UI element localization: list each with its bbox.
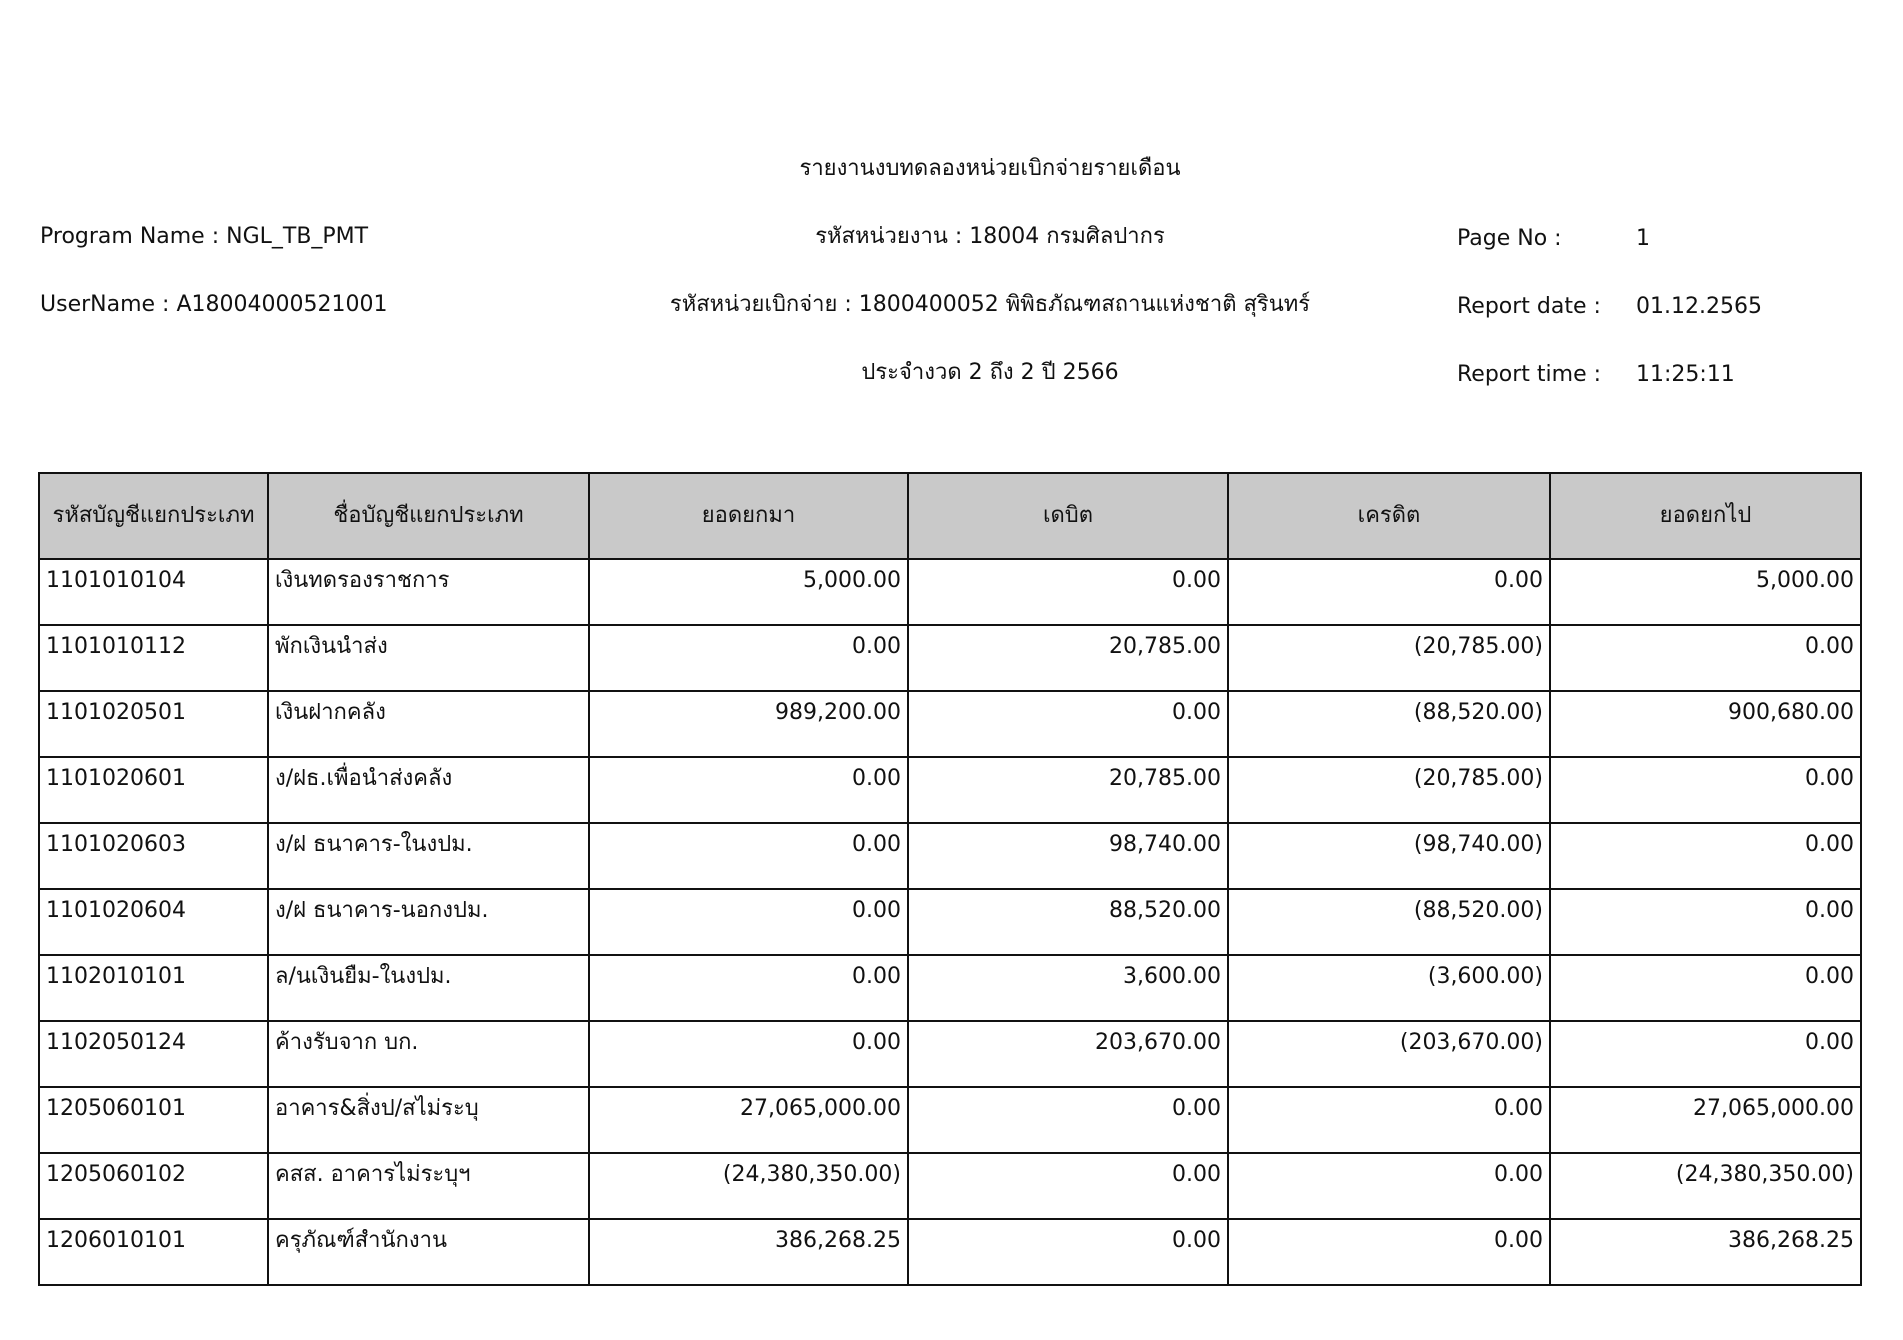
cell-brought-forward: 0.00 xyxy=(588,1020,909,1088)
cell-credit: 0.00 xyxy=(1227,1086,1551,1154)
period: ประจำงวด 2 ถึง 2 ปี 2566 xyxy=(861,360,1119,385)
report-date-label: Report date : xyxy=(1457,294,1601,319)
cell-carried-forward: 0.00 xyxy=(1549,1020,1862,1088)
cell-debit: 20,785.00 xyxy=(907,624,1229,692)
table-row: 1101020604 ง/ฝ ธนาคาร-นอกงปม. 0.00 88,520.0… xyxy=(38,888,1862,956)
cell-credit: (88,520.00) xyxy=(1227,690,1551,758)
cell-carried-forward: 0.00 xyxy=(1549,822,1862,890)
table-row: 1101020603 ง/ฝ ธนาคาร-ในงปม. 0.00 98,740.00… xyxy=(38,822,1862,890)
cell-carried-forward: 27,065,000.00 xyxy=(1549,1086,1862,1154)
cell-account-code: 1102050124 xyxy=(38,1020,269,1088)
program-name: Program Name : NGL_TB_PMT xyxy=(40,224,369,249)
cell-account-name: ง/ฝธ.เพื่อนำส่งคลัง xyxy=(267,756,590,824)
col-account-code: รหัสบัญชีแยกประเภท xyxy=(38,472,269,560)
cell-account-code: 1205060102 xyxy=(38,1152,269,1220)
cell-credit: 0.00 xyxy=(1227,558,1551,626)
table-row: 1101020601 ง/ฝธ.เพื่อนำส่งคลัง 0.00 20,785.… xyxy=(38,756,1862,824)
table-row: 1101010112 พักเงินนำส่ง 0.00 20,785.00 (20,7… xyxy=(38,624,1862,692)
col-account-name: ชื่อบัญชีแยกประเภท xyxy=(267,472,590,560)
col-credit: เครดิต xyxy=(1227,472,1551,560)
table-row: 1102050124 ค้างรับจาก บก. 0.00 203,670.00 (2… xyxy=(38,1020,1862,1088)
cell-credit: (203,670.00) xyxy=(1227,1020,1551,1088)
table-row: 1206010101 ครุภัณฑ์สำนักงาน 386,268.25 0.00… xyxy=(38,1218,1862,1286)
table-row: 1101010104 เงินทดรองราชการ 5,000.00 0.00 0.0… xyxy=(38,558,1862,626)
cell-account-name: ค้างรับจาก บก. xyxy=(267,1020,590,1088)
cell-account-code: 1102010101 xyxy=(38,954,269,1022)
cell-brought-forward: 5,000.00 xyxy=(588,558,909,626)
cell-debit: 88,520.00 xyxy=(907,888,1229,956)
cell-account-code: 1206010101 xyxy=(38,1218,269,1286)
cell-brought-forward: 989,200.00 xyxy=(588,690,909,758)
table-row: 1205060101 อาคาร&สิ่งป/สไม่ระบุ 27,065,000… xyxy=(38,1086,1862,1154)
col-carried-forward: ยอดยกไป xyxy=(1549,472,1862,560)
cell-debit: 0.00 xyxy=(907,558,1229,626)
cell-account-name: เงินทดรองราชการ xyxy=(267,558,590,626)
cell-credit: (98,740.00) xyxy=(1227,822,1551,890)
cell-debit: 0.00 xyxy=(907,1218,1229,1286)
cell-account-name: ครุภัณฑ์สำนักงาน xyxy=(267,1218,590,1286)
cell-carried-forward: 0.00 xyxy=(1549,888,1862,956)
cell-brought-forward: 27,065,000.00 xyxy=(588,1086,909,1154)
cell-account-code: 1101020601 xyxy=(38,756,269,824)
cell-account-code: 1205060101 xyxy=(38,1086,269,1154)
page-no-label: Page No : xyxy=(1457,226,1562,251)
table-row: 1102010101 ล/นเงินยืม-ในงปม. 0.00 3,600.00(… xyxy=(38,954,1862,1022)
cell-account-name: ง/ฝ ธนาคาร-ในงปม. xyxy=(267,822,590,890)
col-debit: เดบิต xyxy=(907,472,1229,560)
cell-account-name: พักเงินนำส่ง xyxy=(267,624,590,692)
col-brought-forward: ยอดยกมา xyxy=(588,472,909,560)
cell-brought-forward: 0.00 xyxy=(588,624,909,692)
cell-account-code: 1101010112 xyxy=(38,624,269,692)
cell-account-name: คสส. อาคารไม่ระบุฯ xyxy=(267,1152,590,1220)
cell-debit: 3,600.00 xyxy=(907,954,1229,1022)
cell-account-name: เงินฝากคลัง xyxy=(267,690,590,758)
cell-debit: 0.00 xyxy=(907,690,1229,758)
cell-brought-forward: (24,380,350.00) xyxy=(588,1152,909,1220)
cell-carried-forward: 0.00 xyxy=(1549,756,1862,824)
cell-carried-forward: 0.00 xyxy=(1549,954,1862,1022)
cell-credit: (3,600.00) xyxy=(1227,954,1551,1022)
cell-debit: 20,785.00 xyxy=(907,756,1229,824)
report-date: 01.12.2565 xyxy=(1636,294,1762,319)
report-time-label: Report time : xyxy=(1457,362,1602,387)
table-header-row: รหัสบัญชีแยกประเภท ชื่อบัญชีแยกประเภท ยอ… xyxy=(38,472,1862,560)
cell-carried-forward: 0.00 xyxy=(1549,624,1862,692)
agency: รหัสหน่วยงาน : 18004 กรมศิลปากร xyxy=(815,224,1165,249)
cell-brought-forward: 386,268.25 xyxy=(588,1218,909,1286)
report-title: รายงานงบทดลองหน่วยเบิกจ่ายรายเดือน xyxy=(799,156,1181,181)
cell-carried-forward: 386,268.25 xyxy=(1549,1218,1862,1286)
cell-account-code: 1101020604 xyxy=(38,888,269,956)
cell-credit: 0.00 xyxy=(1227,1152,1551,1220)
cell-brought-forward: 0.00 xyxy=(588,954,909,1022)
report-time: 11:25:11 xyxy=(1636,362,1735,387)
cell-account-code: 1101020501 xyxy=(38,690,269,758)
table-row: 1101020501 เงินฝากคลัง 989,200.00 0.00 (88,5… xyxy=(38,690,1862,758)
cell-carried-forward: 900,680.00 xyxy=(1549,690,1862,758)
cell-debit: 203,670.00 xyxy=(907,1020,1229,1088)
cell-brought-forward: 0.00 xyxy=(588,888,909,956)
cell-debit: 98,740.00 xyxy=(907,822,1229,890)
cell-account-name: ล/นเงินยืม-ในงปม. xyxy=(267,954,590,1022)
table-row: 1205060102 คสส. อาคารไม่ระบุฯ (24,380,350.… xyxy=(38,1152,1862,1220)
cell-account-name: อาคาร&สิ่งป/สไม่ระบุ xyxy=(267,1086,590,1154)
trial-balance-table: รหัสบัญชีแยกประเภท ชื่อบัญชีแยกประเภท ยอ… xyxy=(38,472,1862,1286)
cell-brought-forward: 0.00 xyxy=(588,756,909,824)
disbursement-unit: รหัสหน่วยเบิกจ่าย : 1800400052 พิพิธภัณฑ… xyxy=(669,292,1311,317)
cell-credit: (20,785.00) xyxy=(1227,756,1551,824)
page-no: 1 xyxy=(1636,226,1650,251)
username: UserName : A18004000521001 xyxy=(40,292,388,317)
cell-account-code: 1101010104 xyxy=(38,558,269,626)
cell-carried-forward: 5,000.00 xyxy=(1549,558,1862,626)
cell-brought-forward: 0.00 xyxy=(588,822,909,890)
cell-account-name: ง/ฝ ธนาคาร-นอกงปม. xyxy=(267,888,590,956)
cell-credit: 0.00 xyxy=(1227,1218,1551,1286)
cell-debit: 0.00 xyxy=(907,1152,1229,1220)
cell-credit: (20,785.00) xyxy=(1227,624,1551,692)
cell-credit: (88,520.00) xyxy=(1227,888,1551,956)
cell-carried-forward: (24,380,350.00) xyxy=(1549,1152,1862,1220)
cell-debit: 0.00 xyxy=(907,1086,1229,1154)
cell-account-code: 1101020603 xyxy=(38,822,269,890)
